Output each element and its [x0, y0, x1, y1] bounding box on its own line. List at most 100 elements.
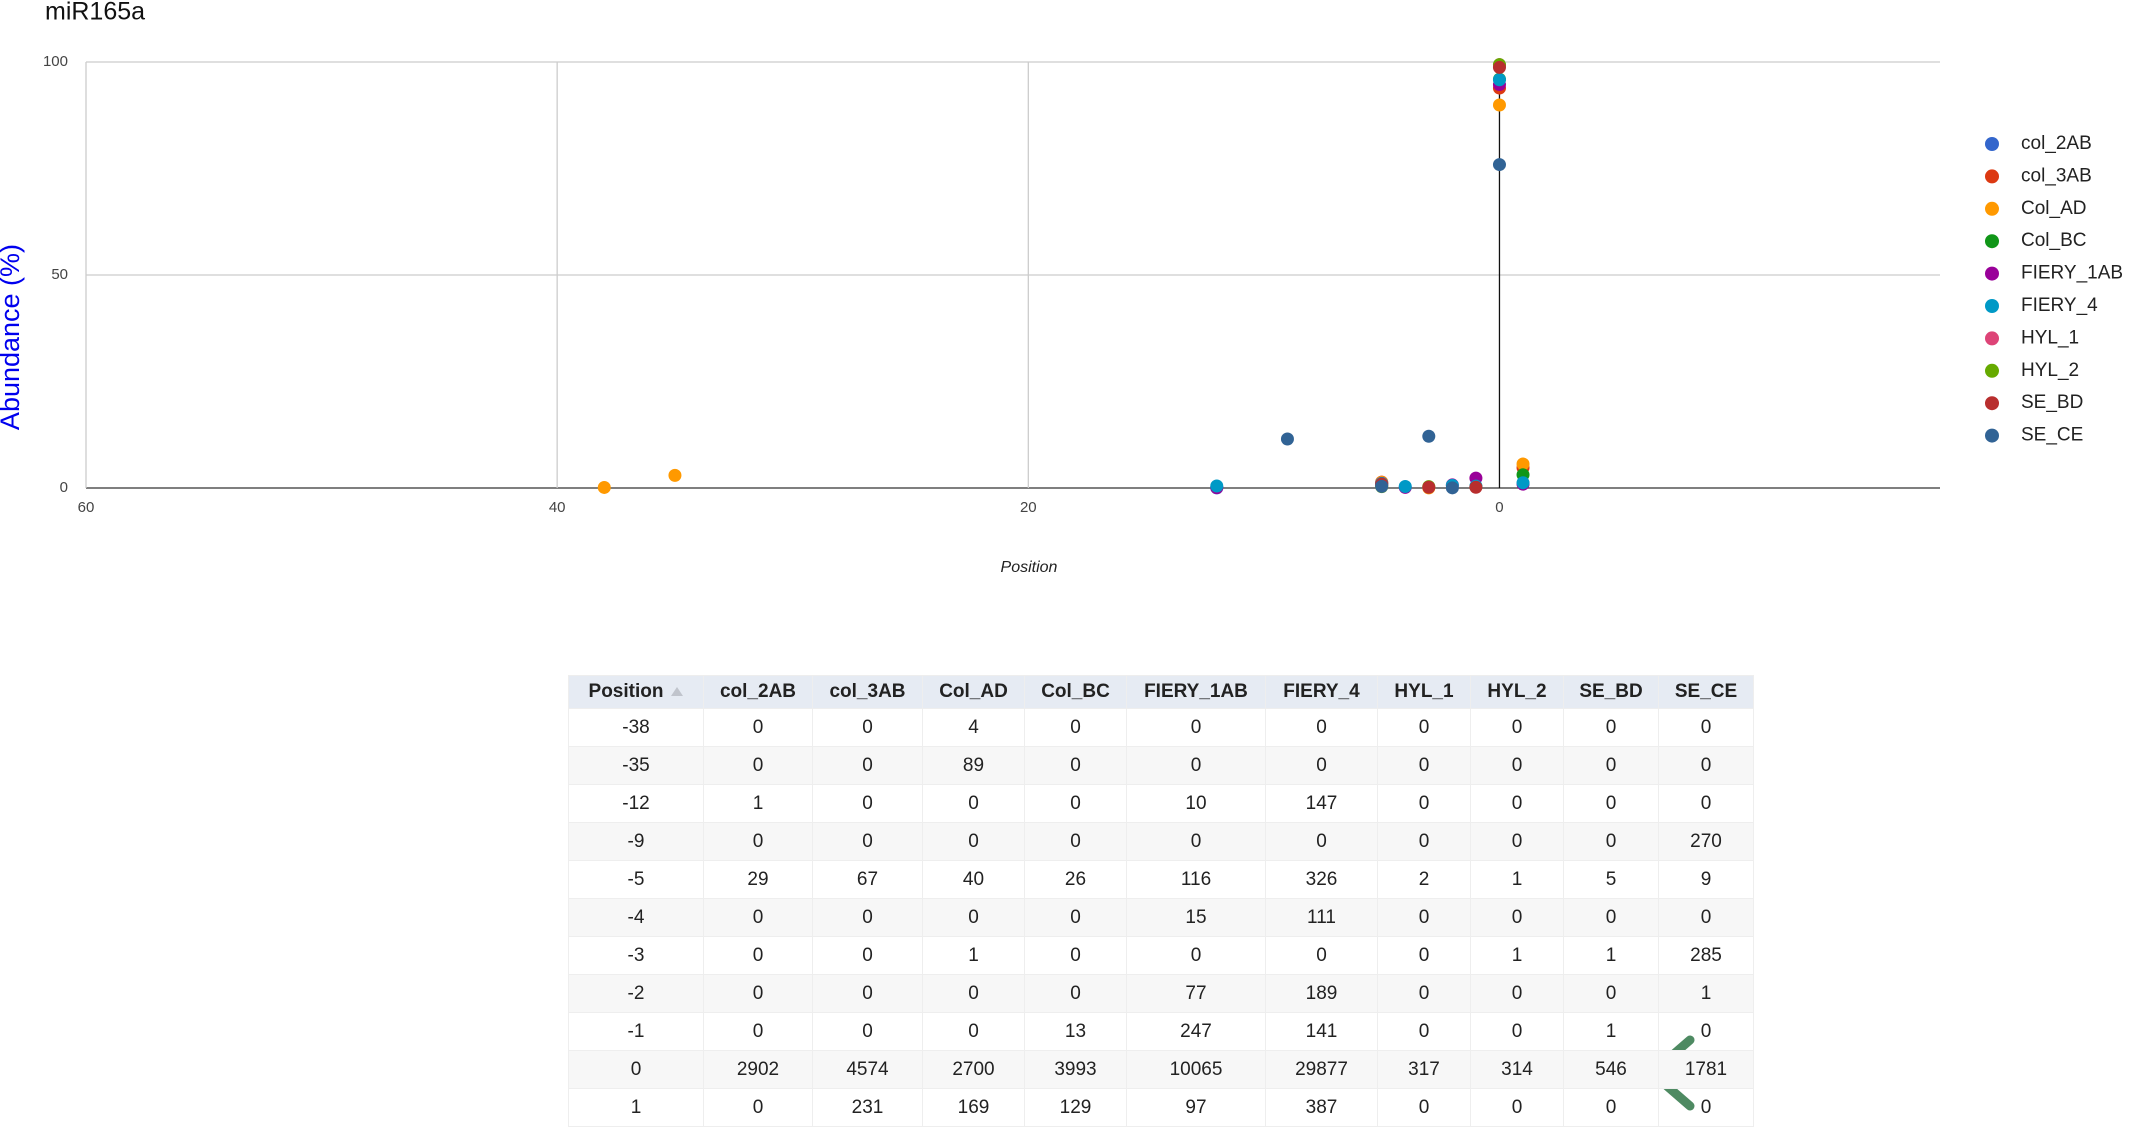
table-cell: 29877 [1265, 1050, 1378, 1089]
table-cell: 285 [1658, 936, 1754, 975]
column-header[interactable]: SE_BD [1563, 675, 1659, 709]
table-cell: -9 [568, 822, 704, 861]
point [668, 468, 682, 482]
column-header[interactable]: HYL_1 [1377, 675, 1471, 709]
table-cell: 0 [1126, 708, 1266, 747]
column-header-text: SE_CE [1674, 681, 1738, 702]
table-cell: 13 [1024, 1012, 1127, 1051]
table-cell: 0 [1470, 1088, 1564, 1127]
table-cell: 0 [1265, 822, 1378, 861]
table-cell: 0 [812, 746, 923, 785]
table-cell: 10 [1126, 784, 1266, 823]
table-cell: 0 [1024, 974, 1127, 1013]
chart-title: miR165a [45, 0, 145, 26]
table-row: 1 0 231 169 129 97 387 0 0 0 0 [568, 1088, 1754, 1127]
legend-label: FIERY_4 [2021, 295, 2098, 316]
legend-marker [1985, 266, 1999, 281]
table-cell: 0 [812, 708, 923, 747]
table-cell: 97 [1126, 1088, 1266, 1127]
table-cell: 0 [922, 974, 1025, 1013]
table-cell: 0 [1470, 784, 1564, 823]
table-cell: 0 [1377, 746, 1471, 785]
table-cell: 4574 [812, 1050, 923, 1089]
column-header[interactable]: Col_AD [922, 675, 1025, 709]
table-cell: 0 [703, 974, 813, 1013]
table-cell: 326 [1265, 860, 1378, 899]
table-cell: 0 [703, 1088, 813, 1127]
table-cell: 0 [812, 822, 923, 861]
table-cell: 0 [1024, 708, 1127, 747]
table-row: -3 0 0 1 0 0 0 0 1 1 285 [568, 936, 1754, 975]
table-cell: 546 [1563, 1050, 1659, 1089]
table-cell: 0 [1126, 822, 1266, 861]
y-tick-label: 50 [51, 266, 68, 283]
table-cell: 0 [1658, 784, 1754, 823]
column-header[interactable]: Position [568, 675, 704, 709]
column-header[interactable]: FIERY_4 [1265, 675, 1378, 709]
table-cell: 0 [1024, 936, 1127, 975]
table-cell: 1 [568, 1088, 704, 1127]
table-cell: 40 [922, 860, 1025, 899]
y-tick-label: 100 [43, 53, 68, 70]
table-cell: 77 [1126, 974, 1266, 1013]
table-cell: 0 [1265, 936, 1378, 975]
table-cell: 0 [922, 898, 1025, 937]
table-cell: 111 [1265, 898, 1378, 937]
legend-label: SE_CE [2021, 425, 2083, 446]
table-cell: 0 [1377, 708, 1471, 747]
legend-label: col_3AB [2021, 165, 2092, 186]
table-cell: 15 [1126, 898, 1266, 937]
table-cell: 0 [812, 936, 923, 975]
table-row: -5 29 67 40 26 116 326 2 1 5 9 [568, 860, 1754, 899]
x-axis-label: Position [1001, 559, 1058, 576]
table-cell: 0 [1265, 746, 1378, 785]
point [1492, 158, 1506, 172]
point [1492, 98, 1506, 112]
table-cell: 0 [1470, 746, 1564, 785]
x-tick-label: 20 [1020, 499, 1037, 516]
column-header-text: FIERY_4 [1283, 681, 1360, 702]
column-header[interactable]: SE_CE [1658, 675, 1754, 709]
point [1398, 479, 1412, 493]
table-row: -38 0 0 4 0 0 0 0 0 0 0 [568, 708, 1754, 747]
table-cell: 0 [703, 822, 813, 861]
point [1375, 479, 1389, 493]
table-row: -2 0 0 0 0 77 189 0 0 0 1 [568, 974, 1754, 1013]
table-cell: 0 [568, 1050, 704, 1089]
table-cell: 89 [922, 746, 1025, 785]
legend-marker [1985, 428, 1999, 443]
column-header[interactable]: col_2AB [703, 675, 813, 709]
legend-marker [1985, 169, 1999, 184]
column-header[interactable]: HYL_2 [1470, 675, 1564, 709]
column-header-text: HYL_1 [1394, 681, 1454, 702]
table-cell: 0 [1470, 898, 1564, 937]
column-header[interactable]: FIERY_1AB [1126, 675, 1266, 709]
legend-marker [1985, 201, 1999, 216]
column-header-text: Col_AD [939, 681, 1008, 702]
table-cell: 129 [1024, 1088, 1127, 1127]
table-cell: 9 [1658, 860, 1754, 899]
table-cell: 0 [812, 898, 923, 937]
column-header[interactable]: col_3AB [812, 675, 923, 709]
table-cell: 0 [922, 1012, 1025, 1051]
table-cell: 5 [1563, 860, 1659, 899]
table-cell: 0 [1658, 708, 1754, 747]
table-cell: 189 [1265, 974, 1378, 1013]
table-cell: 0 [1126, 746, 1266, 785]
column-header[interactable]: Col_BC [1024, 675, 1127, 709]
column-header-text: Position [588, 681, 664, 702]
point [1516, 457, 1530, 471]
point [1469, 480, 1483, 494]
table-row: -35 0 0 89 0 0 0 0 0 0 0 [568, 746, 1754, 785]
column-header-text: col_2AB [719, 681, 797, 702]
table-cell: 0 [703, 1012, 813, 1051]
table-cell: 0 [1563, 1088, 1659, 1127]
table-cell: 1 [703, 784, 813, 823]
legend-label: col_2AB [2021, 133, 2092, 154]
table-cell: 3993 [1024, 1050, 1127, 1089]
table-row: -1 0 0 0 13 247 141 0 0 1 0 [568, 1012, 1754, 1051]
table-cell: 147 [1265, 784, 1378, 823]
point [1492, 73, 1506, 87]
table-cell: -3 [568, 936, 704, 975]
